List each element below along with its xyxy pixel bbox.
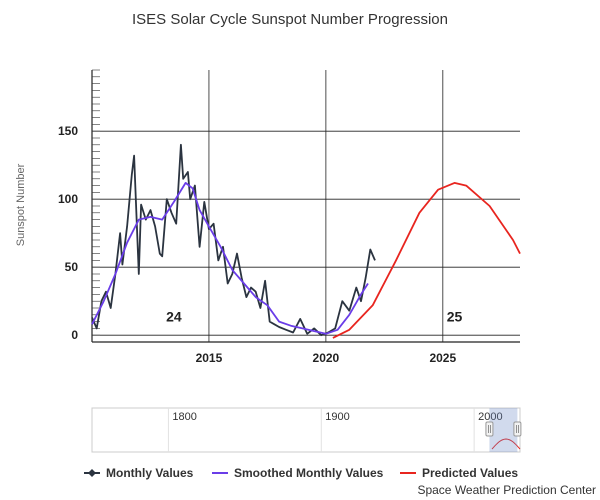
navigator-predicted: [491, 438, 521, 450]
navigator-handle-right[interactable]: [513, 421, 522, 437]
navigator-tick-label: 1900: [325, 411, 349, 423]
x-tick-label: 2015: [196, 351, 223, 365]
cycle-label: 25: [447, 309, 463, 325]
legend-smoothed-values[interactable]: Smoothed Monthly Values: [212, 466, 384, 480]
y-tick-label: 0: [71, 328, 78, 342]
legend-predicted-values[interactable]: Predicted Values: [400, 466, 518, 480]
legend-monthly-values[interactable]: Monthly Values: [84, 466, 194, 480]
legend-label: Monthly Values: [106, 466, 194, 480]
legend-marker: [88, 469, 96, 477]
series-lines: [91, 143, 521, 339]
navigator-handle-left[interactable]: [485, 421, 494, 437]
navigator-tick-label: 1800: [172, 411, 196, 423]
y-tick-label: 50: [65, 260, 79, 274]
predicted-values-line: [332, 181, 521, 339]
monthly-values-line: [91, 143, 376, 337]
y-tick-label: 150: [58, 124, 78, 138]
y-axis-label: Sunspot Number: [15, 163, 27, 246]
y-minor-ticks: [92, 69, 100, 343]
chart-title: ISES Solar Cycle Sunspot Number Progress…: [132, 11, 448, 28]
credit-text: Space Weather Prediction Center: [417, 483, 596, 497]
grid-lines: [92, 70, 520, 342]
navigator-tick-label: 2000: [478, 411, 502, 423]
legend-label: Smoothed Monthly Values: [234, 466, 384, 480]
x-tick-labels: 2015 2020 2025: [196, 351, 457, 365]
cycle-labels: 24 25: [166, 309, 462, 325]
y-tick-labels: 0 50 100 150: [58, 124, 78, 342]
y-tick-label: 100: [58, 192, 78, 206]
x-tick-label: 2020: [313, 351, 340, 365]
navigator[interactable]: 1800 1900 2000: [91, 407, 522, 453]
x-tick-label: 2025: [429, 351, 456, 365]
smoothed-values-line: [91, 181, 369, 335]
legend[interactable]: Monthly Values Smoothed Monthly Values Pre…: [84, 466, 518, 480]
navigator-selection[interactable]: [489, 408, 518, 452]
plot-area: [91, 70, 520, 343]
legend-label: Predicted Values: [422, 466, 518, 480]
navigator-frame: [91, 407, 521, 453]
cycle-label: 24: [166, 309, 182, 325]
